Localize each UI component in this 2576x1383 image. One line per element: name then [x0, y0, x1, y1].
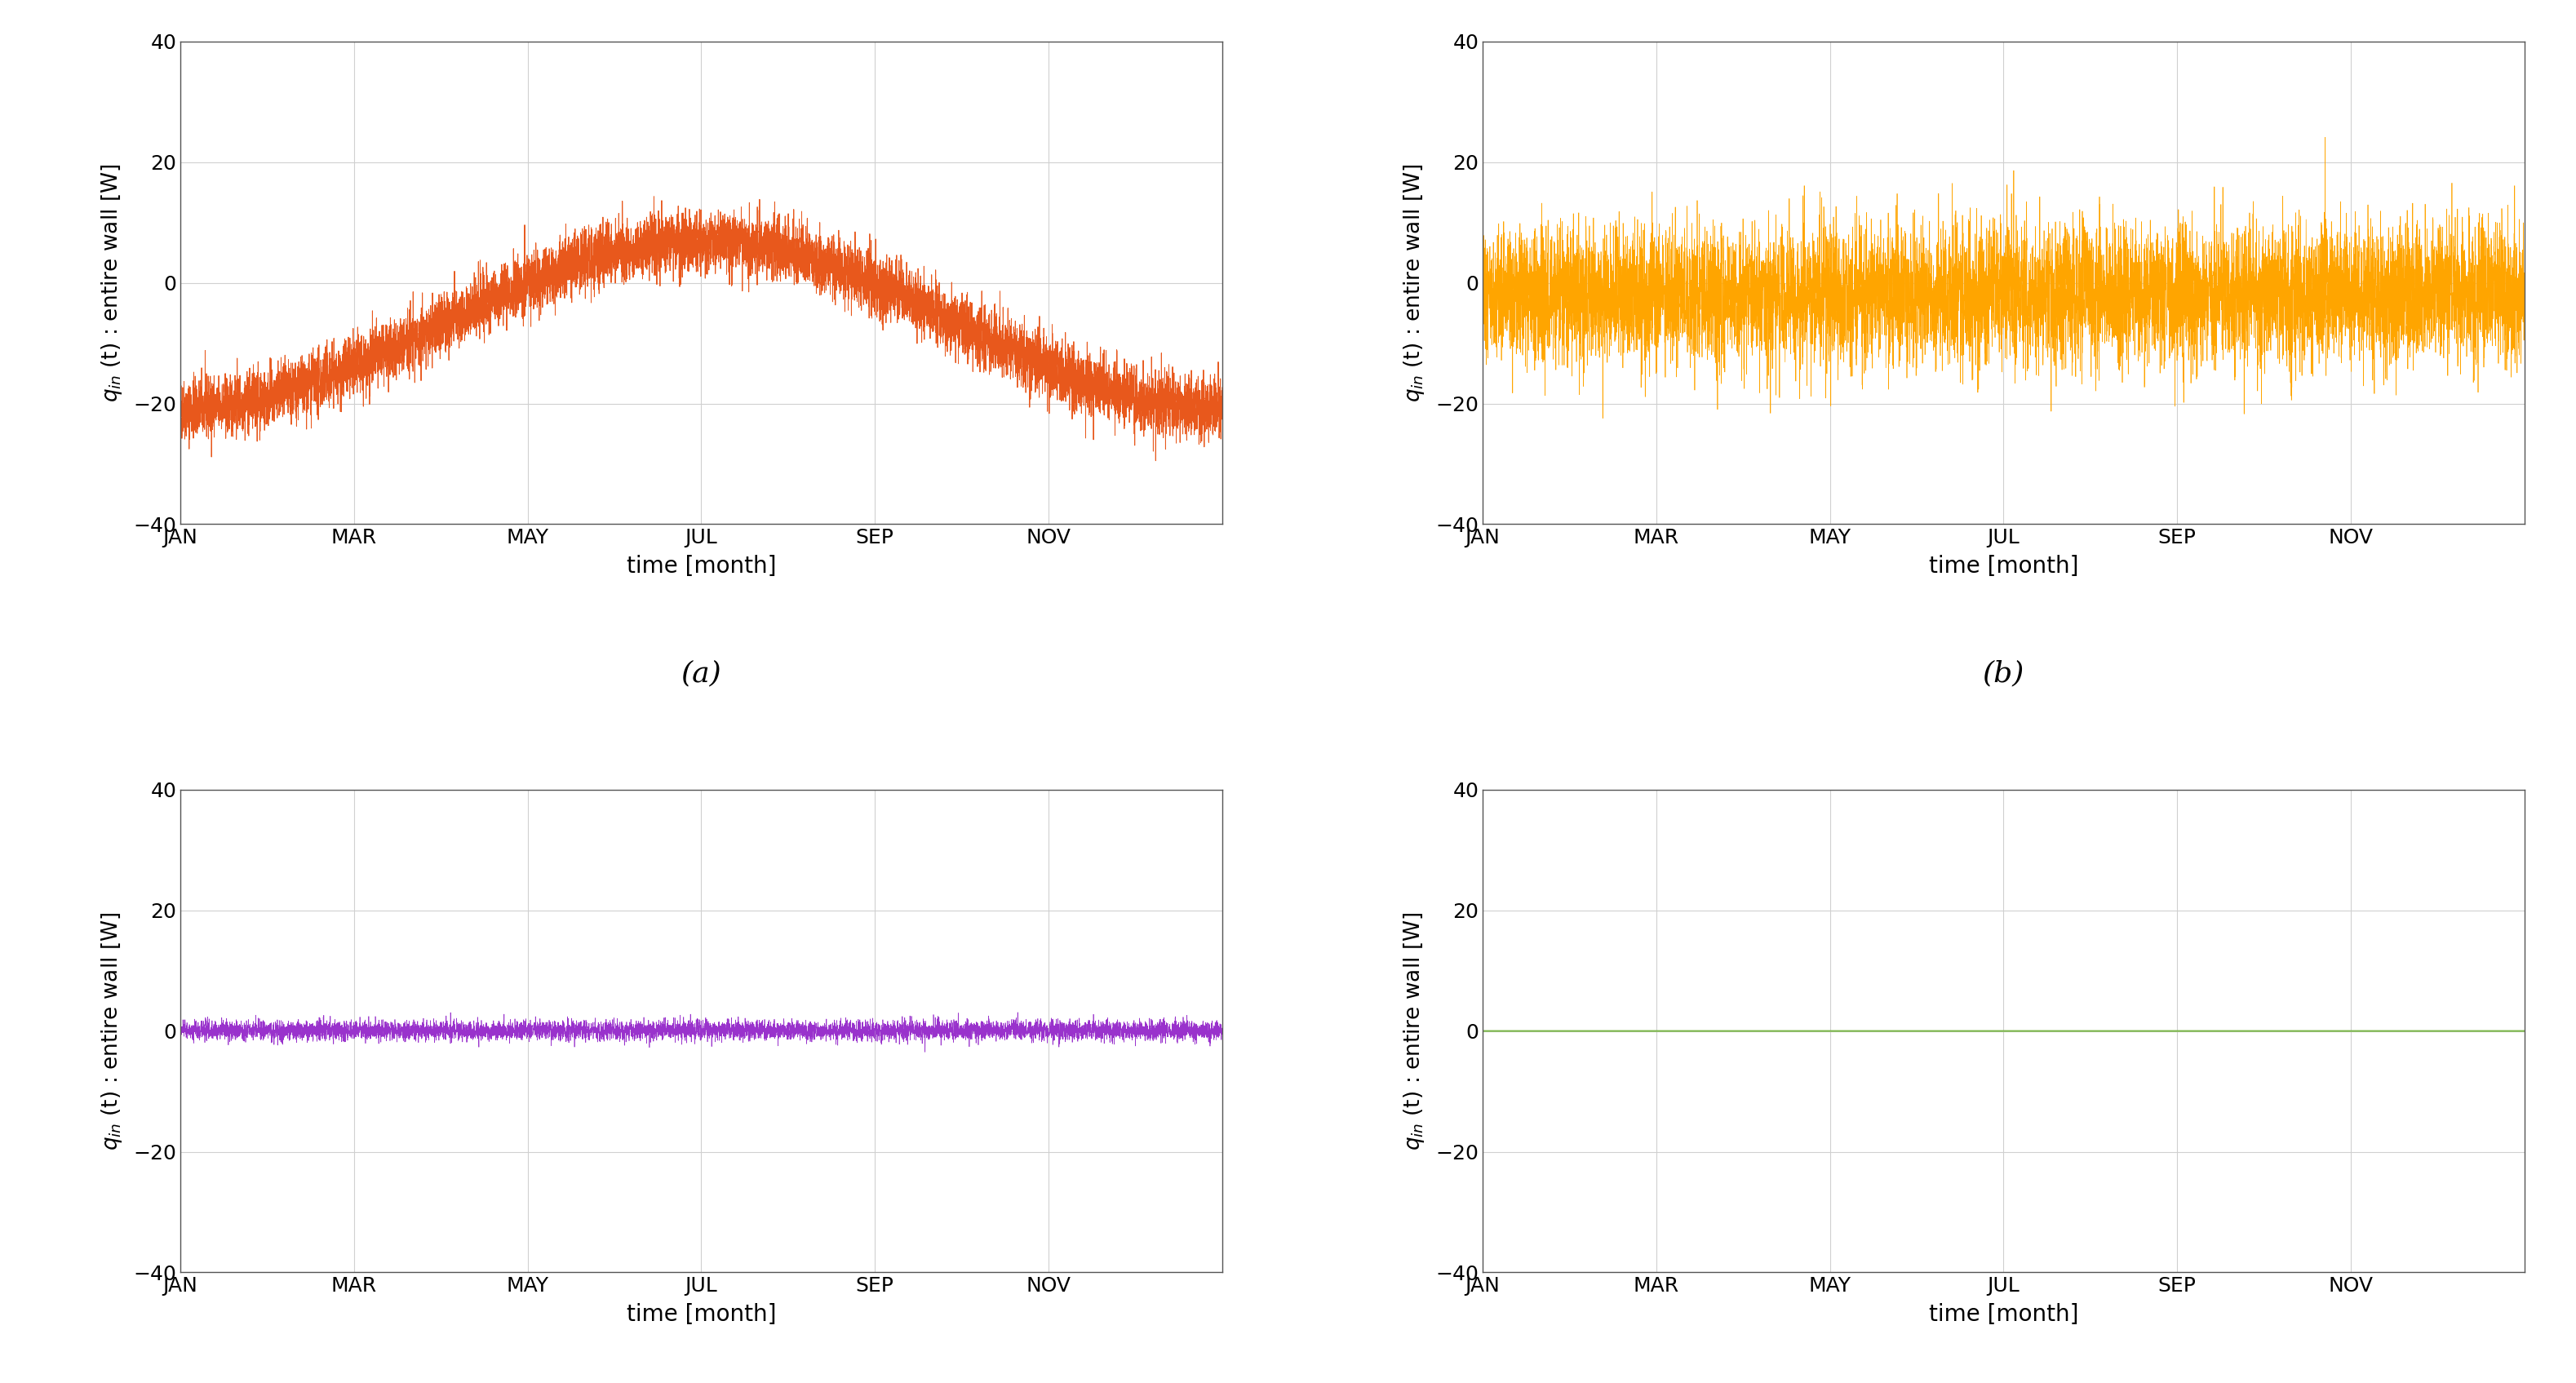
- X-axis label: time [month]: time [month]: [626, 1303, 775, 1325]
- Text: (a): (a): [680, 660, 721, 687]
- Y-axis label: $q_{in}$ (t) : entire wall [W]: $q_{in}$ (t) : entire wall [W]: [1401, 163, 1427, 402]
- X-axis label: time [month]: time [month]: [1929, 555, 2079, 577]
- X-axis label: time [month]: time [month]: [626, 555, 775, 577]
- X-axis label: time [month]: time [month]: [1929, 1303, 2079, 1325]
- Y-axis label: $q_{in}$ (t) : entire wall [W]: $q_{in}$ (t) : entire wall [W]: [100, 911, 124, 1151]
- Text: (b): (b): [1984, 660, 2025, 687]
- Y-axis label: $q_{in}$ (t) : entire wall [W]: $q_{in}$ (t) : entire wall [W]: [100, 163, 124, 402]
- Y-axis label: $q_{in}$ (t) : entire wall [W]: $q_{in}$ (t) : entire wall [W]: [1401, 911, 1427, 1151]
